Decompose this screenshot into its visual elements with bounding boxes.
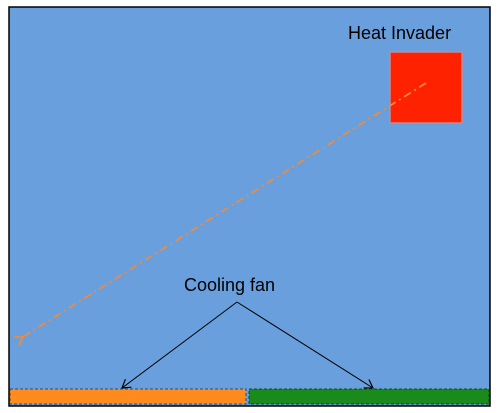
cooling-fan-left-bar (9, 388, 247, 405)
cooling-fan-callout-right (236, 301, 374, 389)
heat-invader-square (389, 51, 463, 124)
heat-invader-trajectory-arrow (13, 82, 427, 346)
cooling-fan-right-bar (248, 388, 490, 405)
cooling-fan-label: Cooling fan (184, 275, 275, 295)
cooling-fan-callout-left (121, 301, 238, 389)
heat-invader-label: Heat Invader (348, 23, 451, 43)
